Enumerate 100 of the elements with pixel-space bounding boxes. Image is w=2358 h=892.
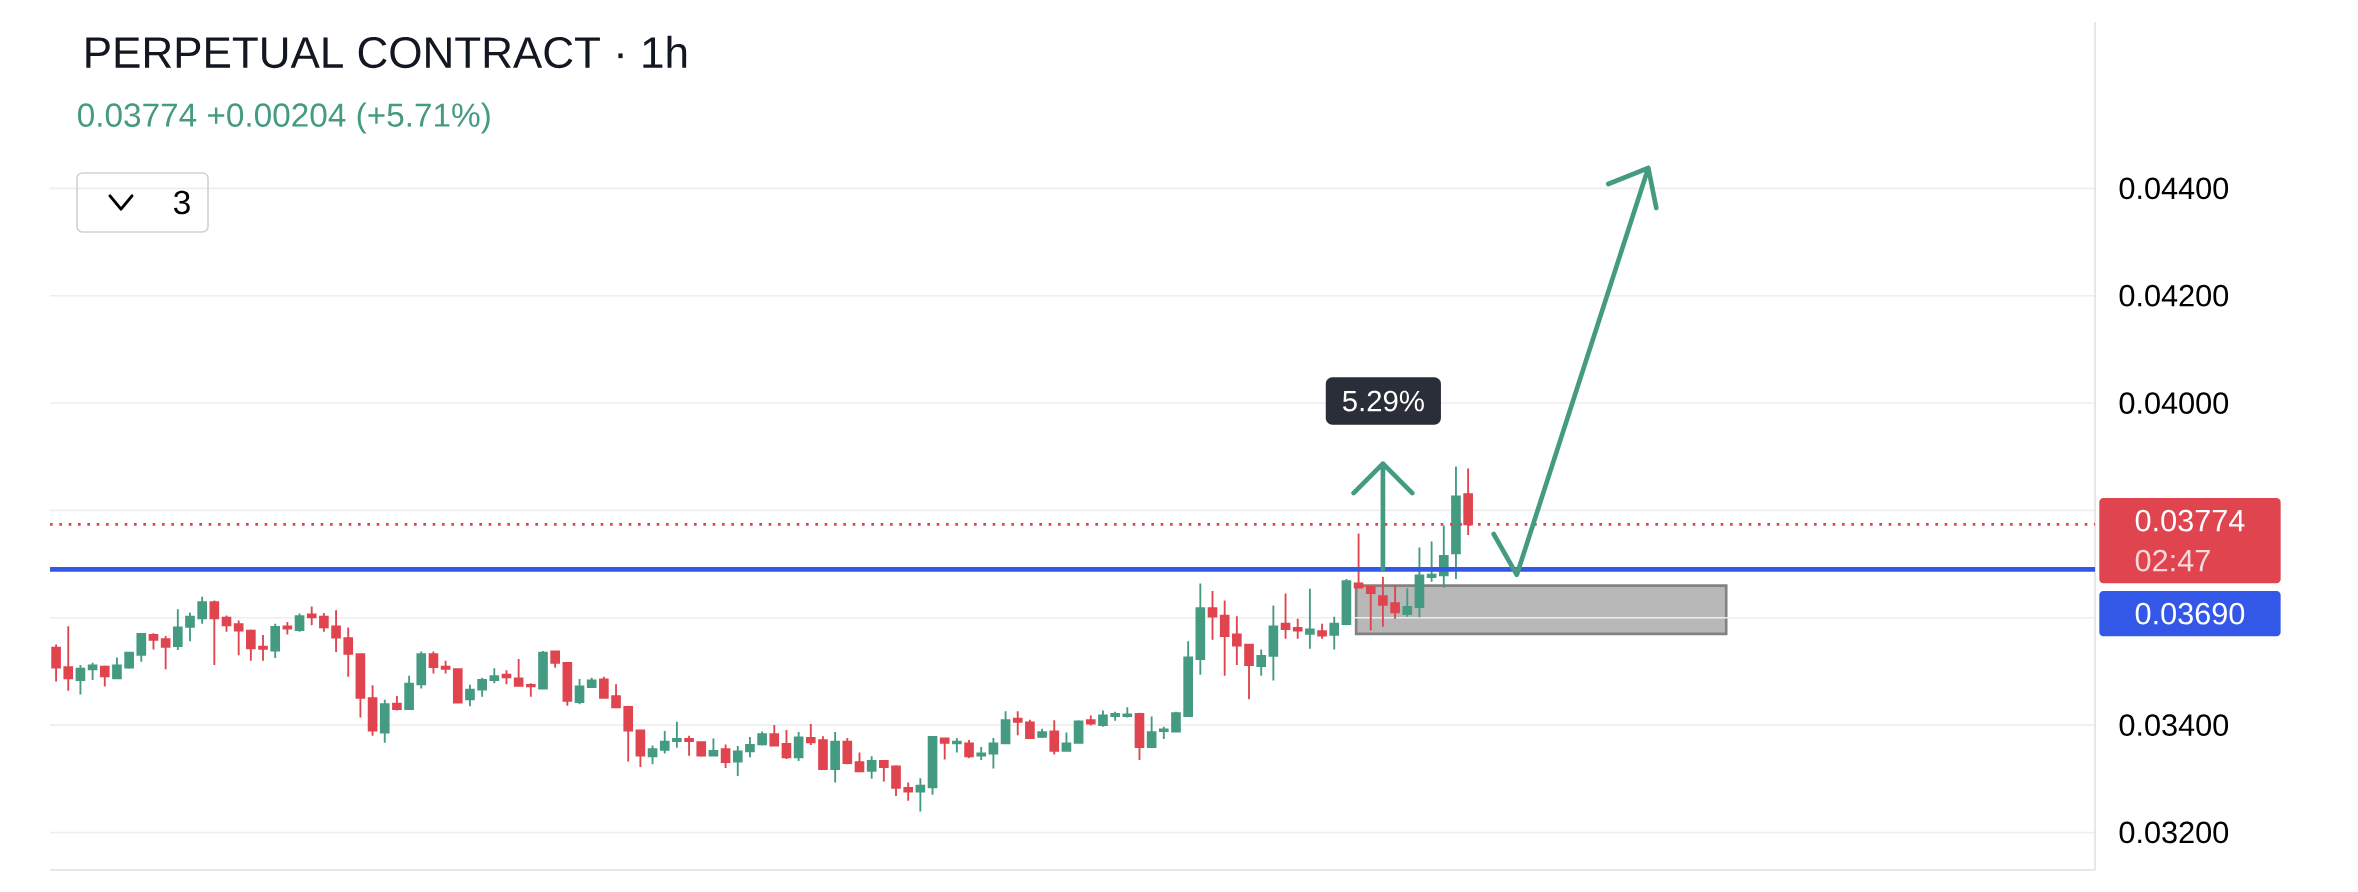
candlestick [1353, 532, 1364, 590]
candlestick [659, 730, 670, 755]
candlestick [672, 720, 682, 749]
candlestick [440, 659, 451, 675]
candlestick [611, 683, 621, 709]
candlestick [367, 684, 378, 737]
candlestick [1378, 576, 1388, 628]
candlestick [124, 651, 134, 670]
candlestick [270, 622, 281, 659]
ref-line-label: 0.03774 [2135, 509, 2245, 532]
y-tick-label: 0.03200 [2119, 821, 2229, 844]
candlestick [1402, 587, 1413, 618]
candlestick [623, 704, 634, 763]
candlestick [51, 643, 61, 683]
candlestick [818, 735, 828, 771]
candlestick [197, 595, 207, 625]
candlestick [586, 676, 597, 688]
candlestick [404, 674, 414, 710]
candlestick [1280, 592, 1291, 640]
candlestick [1025, 718, 1035, 740]
candlestick [1256, 648, 1267, 677]
text: 02:47 [2135, 549, 2210, 572]
candlestick [63, 625, 74, 692]
candlestick [306, 605, 317, 627]
candlestick [1317, 622, 1327, 640]
candlestick [599, 675, 609, 700]
annotation: 5.29% [1342, 390, 1424, 412]
candlestick [708, 737, 719, 757]
candlestick [1171, 710, 1181, 733]
candlestick [952, 737, 962, 754]
candlestick [513, 658, 524, 688]
candlestick [136, 632, 147, 663]
candlestick [1012, 710, 1023, 737]
candlestick [1146, 715, 1157, 749]
candlestick [1426, 540, 1437, 583]
candlestick [1451, 465, 1461, 581]
candlestick [976, 746, 987, 761]
candlestick [1110, 710, 1120, 722]
candlestick [1207, 589, 1218, 641]
candlestick [1098, 709, 1108, 728]
candlestick [1365, 585, 1376, 632]
candlestick [160, 635, 171, 671]
candlestick [732, 745, 743, 778]
candlestick [452, 667, 463, 705]
candlestick [1244, 643, 1254, 701]
candlestick [525, 682, 536, 698]
candlestick [696, 740, 707, 758]
text: 0.03774 +0.00204 (+5.71%) [78, 102, 490, 134]
candlestick [319, 611, 329, 633]
y-tick-label: 0.04200 [2119, 284, 2229, 307]
candlestick [1158, 725, 1169, 740]
candlestick [343, 626, 354, 678]
candlestick [550, 650, 561, 669]
candlestick [246, 628, 256, 662]
candlestick [538, 650, 548, 690]
candlestick [757, 730, 767, 747]
candlestick [891, 764, 901, 797]
candlestick [172, 608, 183, 651]
candlestick [684, 734, 694, 757]
candlestick [489, 667, 500, 685]
candlestick [830, 731, 840, 784]
candlestick [355, 652, 366, 719]
candlestick [331, 609, 341, 654]
candlestick [185, 611, 195, 643]
candlestick [1305, 587, 1315, 650]
candlestick [988, 737, 999, 770]
candlestick [465, 683, 475, 708]
candlestick [1390, 584, 1400, 620]
annotation: 3 [173, 190, 190, 215]
candlestick [745, 735, 755, 759]
candlestick [477, 676, 487, 698]
candlestick [1292, 617, 1303, 640]
candlestick [1085, 714, 1096, 727]
candlestick [233, 619, 244, 657]
candlestick [1219, 599, 1230, 677]
candlestick [258, 633, 268, 662]
candlestick [769, 724, 780, 748]
candlestick [392, 695, 402, 712]
candlestick [112, 656, 122, 680]
chart-title: PERPETUAL CONTRACT · 1h [86, 35, 687, 69]
candlestick [805, 723, 816, 746]
candlestick [866, 755, 877, 780]
candlestick [99, 664, 110, 688]
y-tick-label: 0.04400 [2119, 177, 2229, 200]
candlestick [915, 777, 926, 813]
candlestick [1061, 731, 1072, 752]
candlestick [1232, 615, 1242, 666]
candlestick [282, 621, 293, 636]
candlestick [964, 739, 974, 760]
candlestick [647, 744, 658, 766]
candlestick [209, 599, 220, 666]
candlestick [793, 731, 804, 762]
candlestick [842, 737, 853, 766]
candlestick [379, 698, 390, 744]
candlestick [1122, 706, 1133, 719]
ref-line-label: 0.03690 [2135, 602, 2245, 625]
candlestick [1037, 727, 1047, 739]
candlestick [1329, 615, 1340, 651]
candlestick [148, 632, 159, 651]
y-tick-label: 0.03400 [2119, 714, 2229, 736]
